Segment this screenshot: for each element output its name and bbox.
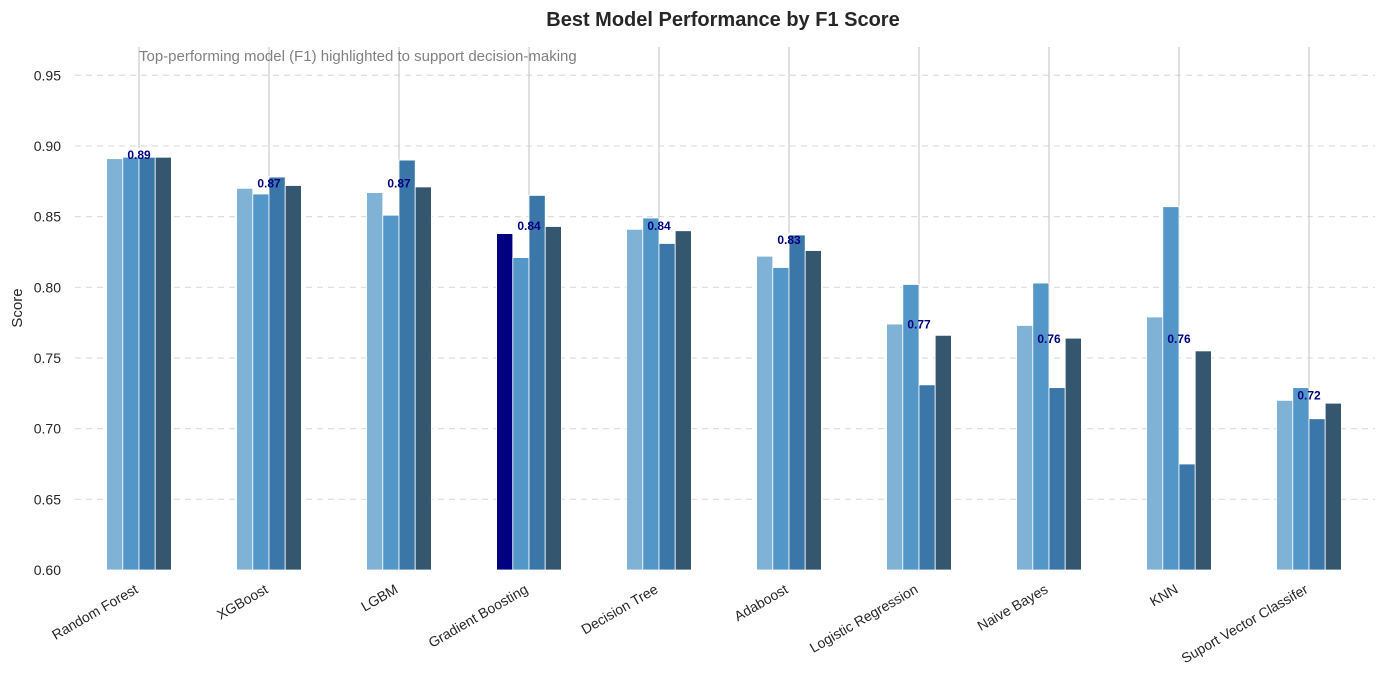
bar bbox=[544, 226, 562, 571]
bar bbox=[1064, 337, 1082, 571]
x-tick-label: Naive Bayes bbox=[974, 581, 1050, 634]
y-tick-label: 0.75 bbox=[34, 350, 61, 366]
data-label: 0.77 bbox=[907, 318, 931, 332]
bar bbox=[106, 158, 124, 571]
bar bbox=[1032, 282, 1050, 571]
y-tick-label: 0.85 bbox=[34, 209, 61, 225]
chart-title: Best Model Performance by F1 Score bbox=[546, 9, 899, 31]
bar bbox=[788, 234, 806, 571]
x-axis-ticks: Random Forest XGBoost LGBM Gradient Boostin… bbox=[49, 581, 1311, 667]
bar bbox=[1178, 463, 1196, 571]
bar bbox=[1324, 402, 1342, 571]
bar bbox=[382, 214, 400, 571]
bar bbox=[122, 156, 140, 571]
data-label: 0.76 bbox=[1167, 332, 1191, 346]
bar bbox=[886, 323, 904, 571]
bar bbox=[674, 230, 692, 571]
bar bbox=[366, 192, 384, 571]
data-label: 0.87 bbox=[257, 176, 281, 190]
bar bbox=[154, 156, 172, 571]
data-label: 0.84 bbox=[647, 219, 671, 233]
data-label: 0.76 bbox=[1037, 332, 1061, 346]
bar bbox=[626, 228, 644, 571]
data-label: 0.83 bbox=[777, 233, 801, 247]
stem-lines bbox=[138, 47, 1310, 389]
x-tick-label: KNN bbox=[1147, 581, 1181, 610]
x-tick-label: Random Forest bbox=[49, 581, 141, 643]
bar bbox=[934, 334, 952, 571]
x-tick-label: Decision Tree bbox=[578, 581, 660, 638]
data-label: 0.87 bbox=[387, 176, 411, 190]
bar bbox=[1292, 387, 1310, 571]
bar bbox=[1194, 350, 1212, 571]
data-labels: 0.89 0.87 0.87 0.84 0.84 0.83 0.77 0.76 0.76 0.72 bbox=[127, 148, 1321, 402]
chart-subtitle: Top-performing model (F1) highlighted to… bbox=[139, 48, 577, 65]
bar bbox=[804, 250, 822, 571]
bar bbox=[138, 156, 156, 571]
bar bbox=[642, 217, 660, 571]
bar bbox=[284, 185, 302, 571]
x-tick-label: XGBoost bbox=[214, 581, 271, 623]
y-tick-label: 0.80 bbox=[34, 279, 61, 295]
data-label: 0.72 bbox=[1297, 388, 1321, 402]
y-axis-ticks: 0.60 0.65 0.70 0.75 0.80 0.85 0.90 0.95 bbox=[34, 67, 61, 578]
data-label: 0.84 bbox=[517, 219, 541, 233]
bars bbox=[106, 156, 1342, 571]
y-tick-label: 0.60 bbox=[34, 562, 61, 578]
bar bbox=[1146, 316, 1164, 571]
bar bbox=[1016, 325, 1034, 571]
bar bbox=[512, 257, 530, 571]
y-tick-label: 0.95 bbox=[34, 67, 61, 83]
bar bbox=[1276, 399, 1294, 571]
y-tick-label: 0.65 bbox=[34, 491, 61, 507]
bar bbox=[236, 187, 254, 571]
x-tick-label: Logistic Regression bbox=[807, 581, 921, 656]
bar bbox=[658, 243, 676, 571]
x-tick-label: Adaboost bbox=[731, 581, 790, 624]
y-tick-label: 0.70 bbox=[34, 421, 61, 437]
x-tick-label: Gradient Boosting bbox=[425, 581, 530, 651]
bar bbox=[496, 233, 514, 571]
bar bbox=[1048, 387, 1066, 571]
bar bbox=[918, 384, 936, 571]
x-tick-label: LGBM bbox=[358, 581, 400, 615]
bar bbox=[414, 186, 432, 571]
data-label: 0.89 bbox=[127, 148, 151, 162]
y-tick-label: 0.90 bbox=[34, 138, 61, 154]
x-tick-label: Suport Vector Classifer bbox=[1179, 581, 1311, 667]
bar bbox=[528, 195, 546, 571]
bar bbox=[1308, 418, 1326, 571]
bar bbox=[252, 193, 270, 571]
bar bbox=[268, 176, 286, 571]
bar bbox=[398, 159, 416, 571]
bar bbox=[1162, 206, 1180, 571]
y-axis-label: Score bbox=[9, 288, 26, 327]
bar bbox=[756, 255, 774, 571]
bar bbox=[772, 267, 790, 571]
